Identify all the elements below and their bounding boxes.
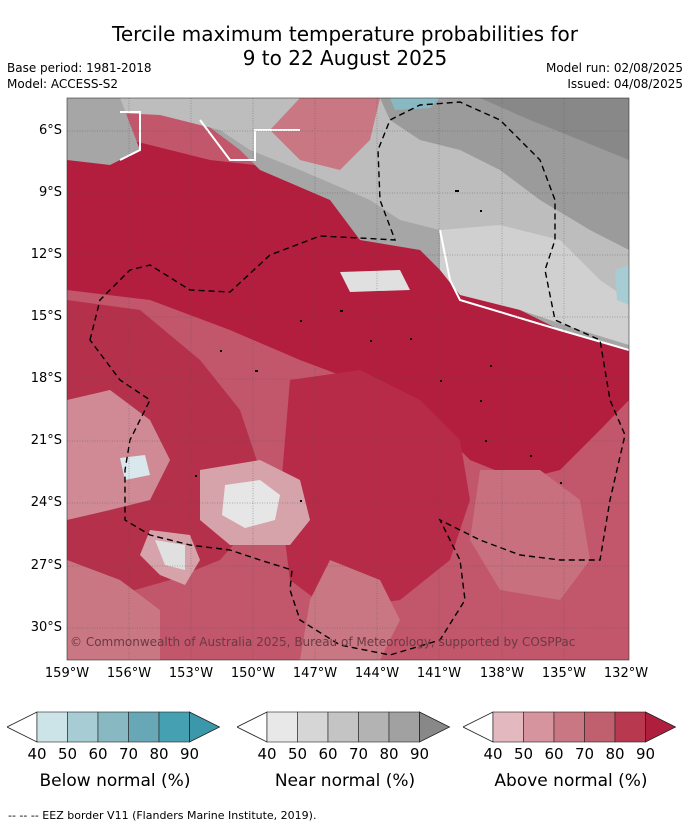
- colorbar-tick-label: 90: [179, 745, 200, 763]
- colorbar-tick-label: 40: [257, 745, 277, 763]
- lon-tick-label: 156°W: [106, 666, 152, 681]
- colorbar-tick-label: 70: [118, 745, 139, 763]
- colorbar-high-arrow: [645, 711, 677, 743]
- colorbar-label: Above normal (%): [494, 771, 648, 791]
- colorbar-swatch: [584, 711, 616, 743]
- colorbar-swatches: [236, 711, 451, 743]
- lon-tick-label: 150°W: [230, 666, 276, 681]
- colorbar-tick-label: 60: [88, 745, 108, 763]
- colorbar-tick-label: 50: [513, 745, 534, 763]
- colorbar-swatch: [523, 711, 555, 743]
- base-period: Base period: 1981-2018: [7, 61, 152, 75]
- colorbar-tick-label: 50: [287, 745, 308, 763]
- gridlines: [67, 98, 629, 660]
- copyright-text: © Commonwealth of Australia 2025, Bureau…: [70, 635, 575, 649]
- colorbar: 40 50 60 70 80 90 Near normal (%): [236, 711, 453, 801]
- lon-tick-label: 144°W: [354, 666, 400, 681]
- lon-tick-label: 135°W: [541, 666, 587, 681]
- lat-tick-label: 27°S: [30, 558, 62, 573]
- colorbar-swatch: [388, 711, 420, 743]
- colorbar-swatch: [67, 711, 99, 743]
- lon-tick-label: 159°W: [44, 666, 90, 681]
- model-run: Model run: 02/08/2025: [545, 61, 683, 75]
- colorbar-tick-label: 70: [348, 745, 369, 763]
- lat-tick-label: 21°S: [30, 433, 62, 448]
- issued-date: Issued: 04/08/2025: [567, 77, 683, 91]
- meta-left: Base period: 1981-2018 Model: ACCESS-S2: [7, 60, 152, 92]
- colorbar-tick-label: 60: [544, 745, 564, 763]
- title-line-1: Tercile maximum temperature probabilitie…: [112, 22, 578, 46]
- colorbar-swatches: [6, 711, 221, 743]
- map-title: Tercile maximum temperature probabilitie…: [0, 22, 690, 70]
- colorbar-tick-label: 80: [379, 745, 399, 763]
- map-fill: [67, 98, 629, 660]
- colorbar-swatch: [492, 711, 524, 743]
- colorbar-low-arrow: [236, 711, 268, 743]
- colorbar: 40 50 60 70 80 90 Above normal (%): [462, 711, 679, 801]
- colorbar-tick-label: 90: [635, 745, 656, 763]
- meta-right: Model run: 02/08/2025 Issued: 04/08/2025: [546, 60, 683, 92]
- lon-tick-label: 147°W: [292, 666, 338, 681]
- colorbar-tick-label: 40: [483, 745, 503, 763]
- model-name: Model: ACCESS-S2: [7, 77, 119, 91]
- colorbar: 40 50 60 70 80 90 Below normal (%): [6, 711, 223, 801]
- title-line-2: 9 to 22 August 2025: [242, 46, 448, 70]
- colorbar-tick-label: 60: [318, 745, 338, 763]
- colorbar-swatches: [462, 711, 677, 743]
- islands: [195, 190, 562, 502]
- lon-tick-label: 153°W: [168, 666, 214, 681]
- colorbar-swatch: [36, 711, 68, 743]
- lon-tick-label: 138°W: [479, 666, 525, 681]
- colorbar-tick-label: 40: [27, 745, 47, 763]
- lon-tick-label: 141°W: [416, 666, 462, 681]
- colorbar-high-arrow: [189, 711, 221, 743]
- colorbar-low-arrow: [462, 711, 494, 743]
- colorbar-swatch: [128, 711, 160, 743]
- lat-tick-label: 15°S: [30, 309, 62, 324]
- colorbar-swatch: [297, 711, 329, 743]
- lat-tick-label: 18°S: [30, 371, 62, 386]
- colorbar-label: Below normal (%): [39, 771, 191, 791]
- colorbar-tick-label: 80: [605, 745, 625, 763]
- colorbar-tick-label: 90: [409, 745, 430, 763]
- colorbar-swatch: [614, 711, 646, 743]
- lat-tick-label: 24°S: [30, 495, 62, 510]
- colorbar-swatch: [553, 711, 585, 743]
- probability-map: © Commonwealth of Australia 2025, Bureau…: [66, 97, 630, 661]
- colorbar-swatch: [158, 711, 190, 743]
- lat-tick-label: 30°S: [30, 620, 62, 635]
- colorbar-tick-label: 80: [149, 745, 169, 763]
- colorbar-swatch: [327, 711, 359, 743]
- lat-tick-label: 9°S: [38, 185, 62, 200]
- colorbar-high-arrow: [419, 711, 451, 743]
- lat-tick-label: 12°S: [30, 247, 62, 262]
- colorbar-tick-label: 70: [574, 745, 595, 763]
- colorbar-label: Near normal (%): [274, 771, 416, 791]
- colorbar-swatch: [266, 711, 298, 743]
- colorbar-swatch: [358, 711, 390, 743]
- lon-tick-label: 132°W: [603, 666, 649, 681]
- colorbar-low-arrow: [6, 711, 38, 743]
- lat-tick-label: 6°S: [38, 123, 62, 138]
- colorbar-tick-label: 50: [57, 745, 78, 763]
- eez-footnote: -- -- -- EEZ border V11 (Flanders Marine…: [8, 809, 317, 822]
- colorbar-swatch: [97, 711, 129, 743]
